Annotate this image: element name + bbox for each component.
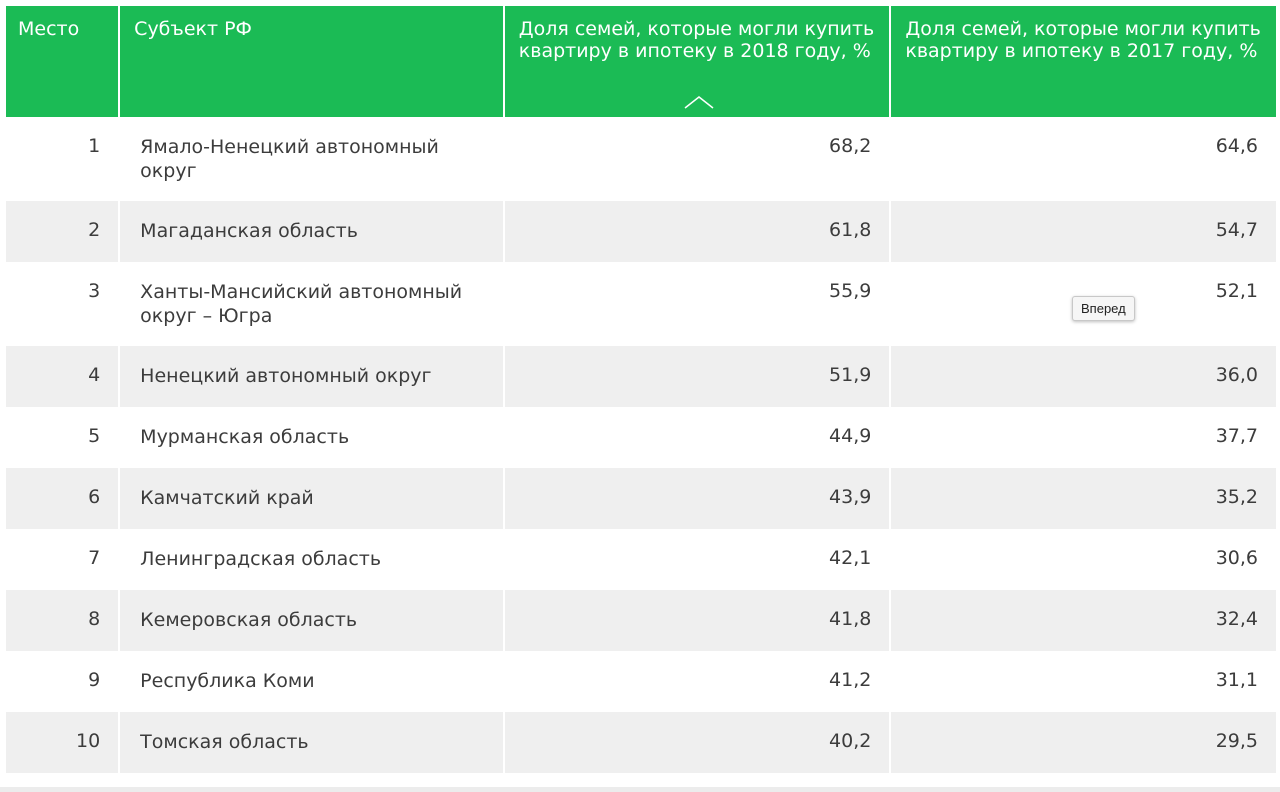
share-2017-cell: 35,2 [891, 468, 1276, 529]
table-row: 3 Ханты-Мансийский автономный округ – Югр… [6, 262, 1276, 346]
share-2018-cell: 42,1 [504, 529, 890, 590]
share-2017-cell: 31,1 [891, 651, 1276, 712]
subject-cell: Ленинградская область [120, 529, 503, 590]
share-2018-cell: 43,9 [504, 468, 890, 529]
subject-cell: Ямало-Ненецкий автономный округ [120, 117, 503, 201]
table-body: 1 Ямало-Ненецкий автономный округ 68,2 64,6… [6, 117, 1276, 773]
rank-cell: 2 [6, 201, 119, 262]
share-2018-cell: 55,9 [504, 262, 890, 346]
subject-cell: Ханты-Мансийский автономный округ – Югра [120, 262, 503, 346]
header-rank[interactable]: Место [6, 6, 119, 117]
share-2018-cell: 68,2 [504, 117, 890, 201]
subject-cell: Томская область [120, 712, 503, 773]
table-row: 1 Ямало-Ненецкий автономный округ 68,2 64,6 [6, 117, 1276, 201]
share-2018-cell: 44,9 [504, 407, 890, 468]
share-2017-cell: 29,5 [891, 712, 1276, 773]
share-2017-cell: 64,6 [891, 117, 1276, 201]
share-2018-cell: 51,9 [504, 346, 890, 407]
rank-cell: 9 [6, 651, 119, 712]
header-share-2017[interactable]: Доля семей, которые могли купить квартир… [891, 6, 1276, 117]
share-2017-cell: 54,7 [891, 201, 1276, 262]
table-row: 9 Республика Коми 41,2 31,1 [6, 651, 1276, 712]
share-2017-cell: 37,7 [891, 407, 1276, 468]
share-2017-cell: 30,6 [891, 529, 1276, 590]
header-share-2018-label: Доля семей, которые могли купить квартир… [518, 18, 875, 62]
share-2018-cell: 61,8 [504, 201, 890, 262]
rank-cell: 5 [6, 407, 119, 468]
rank-cell: 1 [6, 117, 119, 201]
subject-cell: Магаданская область [120, 201, 503, 262]
share-2018-cell: 41,8 [504, 590, 890, 651]
subject-cell: Камчатский край [120, 468, 503, 529]
rank-cell: 6 [6, 468, 119, 529]
subject-cell: Мурманская область [120, 407, 503, 468]
subject-cell: Ненецкий автономный округ [120, 346, 503, 407]
table-row: 7 Ленинградская область 42,1 30,6 [6, 529, 1276, 590]
ranking-table: Место Субъект РФ Доля семей, которые мог… [4, 6, 1278, 773]
rank-cell: 3 [6, 262, 119, 346]
rank-cell: 10 [6, 712, 119, 773]
share-2017-cell: 32,4 [891, 590, 1276, 651]
table-row: 10 Томская область 40,2 29,5 [6, 712, 1276, 773]
chevron-up-icon[interactable] [683, 94, 715, 110]
rank-cell: 4 [6, 346, 119, 407]
table-header: Место Субъект РФ Доля семей, которые мог… [6, 6, 1276, 117]
subject-cell: Кемеровская область [120, 590, 503, 651]
table-row: 2 Магаданская область 61,8 54,7 [6, 201, 1276, 262]
table-row: 6 Камчатский край 43,9 35,2 [6, 468, 1276, 529]
table-row: 8 Кемеровская область 41,8 32,4 [6, 590, 1276, 651]
subject-cell: Республика Коми [120, 651, 503, 712]
rank-cell: 8 [6, 590, 119, 651]
header-subject[interactable]: Субъект РФ [120, 6, 503, 117]
divider [0, 787, 1280, 792]
table-row: 4 Ненецкий автономный округ 51,9 36,0 [6, 346, 1276, 407]
share-2017-cell: 36,0 [891, 346, 1276, 407]
share-2018-cell: 41,2 [504, 651, 890, 712]
tooltip-forward: Вперед [1072, 296, 1135, 321]
header-share-2018[interactable]: Доля семей, которые могли купить квартир… [504, 6, 890, 117]
rank-cell: 7 [6, 529, 119, 590]
share-2018-cell: 40,2 [504, 712, 890, 773]
table-row: 5 Мурманская область 44,9 37,7 [6, 407, 1276, 468]
